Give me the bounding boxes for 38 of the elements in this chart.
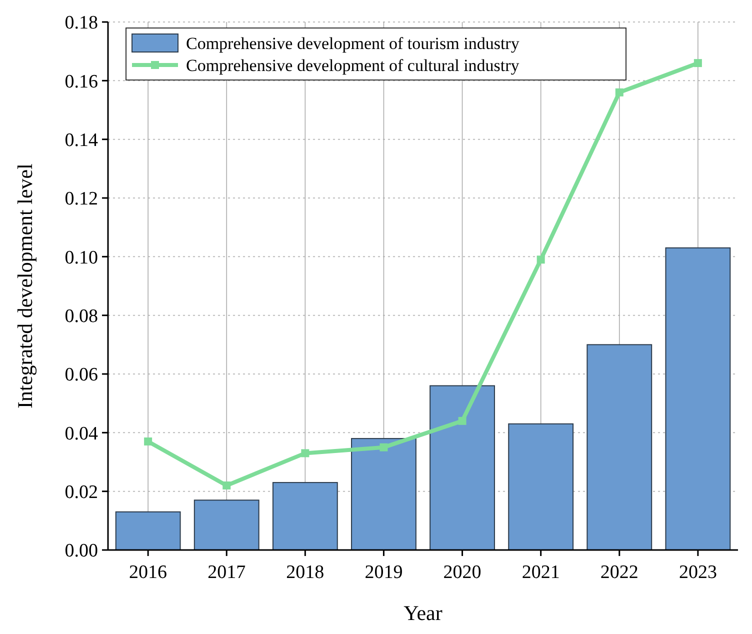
y-tick-label: 0.18 — [64, 12, 98, 34]
bar — [665, 247, 731, 550]
y-tick-label: 0.04 — [64, 423, 98, 444]
point — [144, 437, 152, 446]
point — [301, 449, 310, 458]
legend-label: Comprehensive development of tourism industry — [186, 34, 520, 53]
x-axis-title: Year — [404, 601, 442, 625]
x-tick-label: 2022 — [600, 562, 638, 583]
x-tick-label: 2016 — [129, 562, 168, 583]
y-tick-label: 0.16 — [64, 71, 98, 92]
y-tick-label: 0.10 — [64, 247, 98, 268]
y-axis-title: Integrated development level — [13, 163, 37, 408]
bar — [115, 511, 181, 550]
x-tick-label: 2020 — [443, 562, 482, 583]
x-tick-label: 2018 — [286, 562, 324, 583]
bar — [272, 482, 338, 550]
bar — [430, 385, 495, 550]
y-tick-label: 0.08 — [64, 306, 98, 327]
point — [615, 88, 624, 96]
y-tick-label: 0.06 — [64, 364, 98, 386]
y-tick-label: 0.14 — [64, 130, 98, 151]
bar — [586, 344, 652, 550]
x-tick-label: 2021 — [522, 562, 560, 583]
point — [536, 256, 545, 264]
bar — [351, 438, 416, 550]
x-tick-label: 2017 — [208, 562, 246, 583]
point — [222, 481, 231, 490]
y-tick-label: 0.00 — [64, 540, 98, 562]
point — [694, 59, 702, 68]
legend-label: Comprehensive development of cultural industry — [186, 56, 520, 75]
x-tick-label: 2023 — [678, 562, 717, 583]
y-tick-label: 0.12 — [64, 188, 98, 210]
bar — [194, 500, 260, 550]
point — [458, 416, 466, 425]
point — [380, 443, 388, 452]
x-tick-label: 2019 — [364, 562, 403, 583]
bar — [508, 423, 574, 550]
y-tick-label: 0.02 — [64, 482, 98, 503]
